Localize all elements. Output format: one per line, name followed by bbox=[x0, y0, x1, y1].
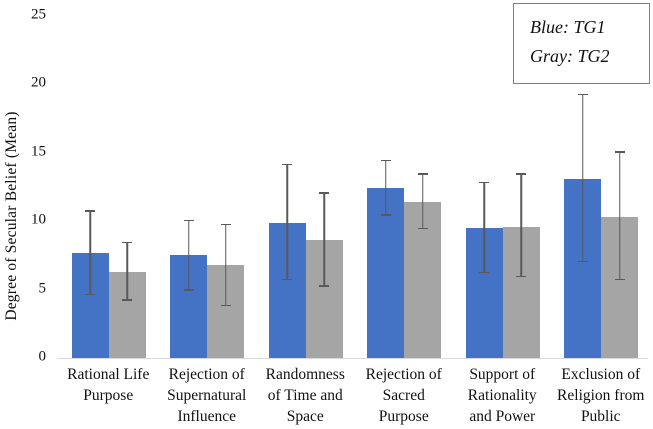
error-bar-line bbox=[483, 181, 485, 274]
legend-entry-tg2: Gray: TG2 bbox=[530, 46, 610, 66]
error-bar-tg1 bbox=[85, 210, 96, 296]
error-bar-tg2 bbox=[417, 173, 428, 230]
error-bar-cap-bottom bbox=[614, 278, 625, 280]
error-bar-cap-top bbox=[183, 219, 194, 222]
y-tick-label: 25 bbox=[31, 6, 46, 23]
error-bar-tg2 bbox=[122, 241, 133, 301]
category-label: Rejection of Supernatural Influence bbox=[167, 366, 247, 425]
error-bar-line bbox=[286, 163, 288, 280]
error-bar-line bbox=[225, 223, 227, 306]
error-bar-cap-bottom bbox=[516, 275, 527, 278]
error-bar-cap-top bbox=[85, 210, 96, 212]
error-bar-cap-bottom bbox=[479, 271, 490, 274]
error-bar-cap-top bbox=[319, 192, 330, 194]
error-bar-cap-top bbox=[516, 173, 527, 175]
error-bar-cap-bottom bbox=[85, 293, 96, 296]
error-bar-tg2 bbox=[220, 223, 231, 306]
legend: Blue: TG1 Gray: TG2 bbox=[513, 3, 650, 84]
error-bar-cap-bottom bbox=[282, 278, 293, 280]
error-bar-cap-top bbox=[577, 93, 588, 96]
error-bar-cap-bottom bbox=[122, 299, 133, 301]
category-label: Rational Life Purpose bbox=[67, 366, 150, 404]
error-bar-cap-bottom bbox=[220, 304, 231, 306]
legend-entry-tg1: Blue: TG1 bbox=[530, 17, 606, 37]
error-bar-line bbox=[126, 241, 128, 301]
error-bar-cap-bottom bbox=[417, 227, 428, 230]
error-bar-cap-bottom bbox=[319, 285, 330, 287]
category-label: Exclusion of Religion from Public bbox=[557, 366, 645, 425]
error-bar-tg2 bbox=[614, 151, 625, 280]
error-bar-cap-top bbox=[479, 181, 490, 184]
error-bar-tg1 bbox=[380, 159, 391, 216]
error-bar-tg2 bbox=[319, 192, 330, 287]
plot-area bbox=[57, 0, 648, 359]
x-axis-labels: Rational Life Purpose Rejection of Supern… bbox=[59, 364, 650, 427]
error-bar-line bbox=[188, 219, 190, 291]
error-bar-cap-bottom bbox=[577, 260, 588, 263]
bar-tg1 bbox=[367, 188, 405, 358]
error-bar-line bbox=[323, 192, 325, 287]
y-tick-label: 5 bbox=[38, 280, 47, 297]
error-bar-tg1 bbox=[183, 219, 194, 291]
category-label: Rejection of Sacred Purpose bbox=[365, 366, 442, 425]
y-tick-label: 15 bbox=[31, 143, 46, 160]
error-bar-cap-top bbox=[282, 163, 293, 166]
error-bar-tg2 bbox=[516, 173, 527, 278]
error-bar-cap-top bbox=[220, 223, 231, 226]
error-bar-cap-top bbox=[122, 241, 133, 244]
error-bar-line bbox=[520, 173, 522, 278]
category-label: Support of Rationality and Power bbox=[467, 366, 537, 425]
error-bar-cap-bottom bbox=[380, 214, 391, 216]
error-bar-tg1 bbox=[577, 93, 588, 263]
y-tick-label: 20 bbox=[31, 74, 46, 91]
error-bar-cap-top bbox=[614, 151, 625, 153]
y-axis-ticks: 0 5 10 15 20 25 bbox=[0, 0, 46, 429]
error-bar-line bbox=[89, 210, 91, 296]
error-bar-line bbox=[422, 173, 424, 230]
error-bar-tg1 bbox=[282, 163, 293, 280]
error-bar-line bbox=[385, 159, 387, 216]
error-bar-line bbox=[582, 93, 584, 263]
error-bar-tg1 bbox=[479, 181, 490, 274]
error-bar-cap-bottom bbox=[183, 289, 194, 291]
error-bar-cap-top bbox=[417, 173, 428, 175]
category-label: Randomness of Time and Space bbox=[265, 366, 345, 425]
error-bar-line bbox=[619, 151, 621, 280]
y-tick-label: 10 bbox=[31, 211, 46, 228]
y-tick-label: 0 bbox=[38, 348, 47, 365]
error-bar-cap-top bbox=[380, 159, 391, 162]
